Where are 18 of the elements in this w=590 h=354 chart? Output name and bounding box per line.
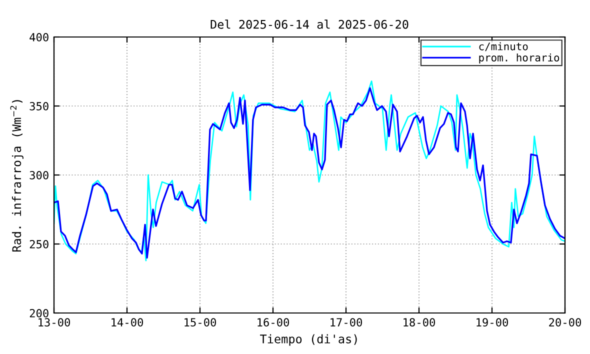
chart-title: Del 2025-06-14 al 2025-06-20 xyxy=(210,20,408,29)
x-tick-label: 18-00 xyxy=(404,318,436,327)
y-tick-label: 250 xyxy=(30,240,48,248)
x-tick-label: 16-00 xyxy=(258,318,290,327)
x-tick-label: 15-00 xyxy=(184,318,216,327)
x-tick-label: 19-00 xyxy=(476,318,508,327)
y-tick-label: 400 xyxy=(30,33,48,42)
y-tick-label: 300 xyxy=(30,171,48,180)
x-tick-label: 17-00 xyxy=(330,318,362,327)
x-tick-label: 20-00 xyxy=(549,318,582,327)
y-axis-title: Rad. infrarroja (Wm$^{−2}$) xyxy=(10,100,24,252)
legend-label: prom. horario xyxy=(479,53,560,64)
x-axis-title: Tiempo (di'as) xyxy=(260,334,357,346)
y-tick-label: 350 xyxy=(30,102,48,110)
y-tick-label: 200 xyxy=(30,309,48,318)
legend-label: c/minuto xyxy=(479,42,528,52)
x-tick-label: 13-00 xyxy=(38,318,70,327)
x-tick-label: 14-00 xyxy=(112,318,144,327)
